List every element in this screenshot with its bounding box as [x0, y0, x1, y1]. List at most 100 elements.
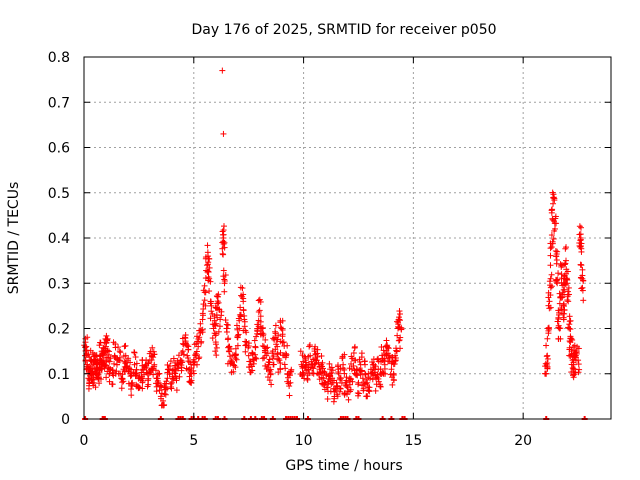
data-point	[161, 401, 168, 408]
data-point	[112, 341, 119, 348]
data-point	[360, 387, 367, 394]
data-point	[201, 282, 208, 289]
data-point	[209, 321, 216, 328]
data-point	[276, 357, 283, 364]
data-point	[168, 379, 175, 386]
data-point	[212, 341, 219, 348]
data-point	[351, 344, 358, 351]
data-point	[204, 242, 211, 249]
data-point	[198, 327, 205, 334]
data-point	[265, 358, 272, 365]
data-point	[552, 215, 559, 222]
data-point	[328, 381, 335, 388]
data-point	[339, 354, 346, 361]
data-point	[92, 384, 99, 391]
data-point	[102, 362, 109, 369]
data-point	[180, 351, 187, 358]
data-point	[546, 278, 553, 285]
data-point	[542, 370, 549, 377]
data-point	[245, 344, 252, 351]
data-point	[250, 360, 257, 367]
data-point	[314, 353, 321, 360]
data-point	[274, 350, 281, 357]
data-point	[575, 357, 582, 364]
data-point	[241, 312, 248, 319]
data-point	[345, 396, 352, 403]
data-point	[184, 342, 191, 349]
data-point	[557, 325, 564, 332]
data-point	[359, 375, 366, 382]
data-point	[309, 370, 316, 377]
data-point	[375, 378, 382, 385]
data-point	[202, 289, 209, 296]
data-point	[198, 338, 205, 345]
data-point	[306, 342, 313, 349]
data-point	[341, 370, 348, 377]
data-point	[339, 365, 346, 372]
data-point	[567, 335, 574, 342]
data-point	[329, 367, 336, 374]
data-point	[575, 345, 582, 352]
data-point	[85, 351, 92, 358]
data-point	[128, 372, 135, 379]
data-point	[217, 316, 224, 323]
data-point	[254, 327, 261, 334]
data-point	[175, 365, 182, 372]
data-point	[173, 387, 180, 394]
data-point	[264, 344, 271, 351]
data-point	[262, 362, 269, 369]
data-point	[103, 337, 110, 344]
data-point	[310, 365, 317, 372]
data-point	[114, 361, 121, 368]
data-point	[362, 361, 369, 368]
data-point	[125, 355, 132, 362]
data-point	[139, 379, 146, 386]
data-point	[162, 391, 169, 398]
data-point	[577, 231, 584, 238]
data-point	[278, 325, 285, 332]
data-point	[234, 332, 241, 339]
data-point	[299, 371, 306, 378]
data-point	[576, 366, 583, 373]
data-point	[207, 298, 214, 305]
data-point	[573, 349, 580, 356]
data-point	[236, 325, 243, 332]
data-point	[328, 364, 335, 371]
data-point	[89, 349, 96, 356]
data-point	[117, 370, 124, 377]
data-point	[318, 353, 325, 360]
data-point	[256, 307, 263, 314]
data-point	[235, 331, 242, 338]
data-point	[206, 288, 213, 295]
data-point	[380, 370, 387, 377]
data-point	[275, 355, 282, 362]
data-point	[564, 276, 571, 283]
data-point	[577, 237, 584, 244]
data-point	[234, 342, 241, 349]
data-point	[388, 354, 395, 361]
data-point	[269, 350, 276, 357]
data-point	[173, 377, 180, 384]
data-point	[358, 350, 365, 357]
data-point	[546, 298, 553, 305]
data-point	[555, 311, 562, 318]
data-point	[372, 387, 379, 394]
data-point	[365, 387, 372, 394]
x-tick-label: 10	[295, 433, 313, 449]
data-point	[156, 370, 163, 377]
data-point	[264, 364, 271, 371]
data-point	[281, 361, 288, 368]
data-point	[225, 344, 232, 351]
data-point	[128, 386, 135, 393]
data-point	[566, 321, 573, 328]
data-point	[396, 310, 403, 317]
y-tick-label: 0.4	[48, 231, 70, 247]
data-point	[372, 363, 379, 370]
data-point	[116, 348, 123, 355]
y-tick-label: 0.3	[48, 276, 70, 292]
data-point	[287, 379, 294, 386]
data-point	[562, 260, 569, 267]
data-point	[176, 373, 183, 380]
data-point	[252, 344, 259, 351]
data-point	[311, 345, 318, 352]
